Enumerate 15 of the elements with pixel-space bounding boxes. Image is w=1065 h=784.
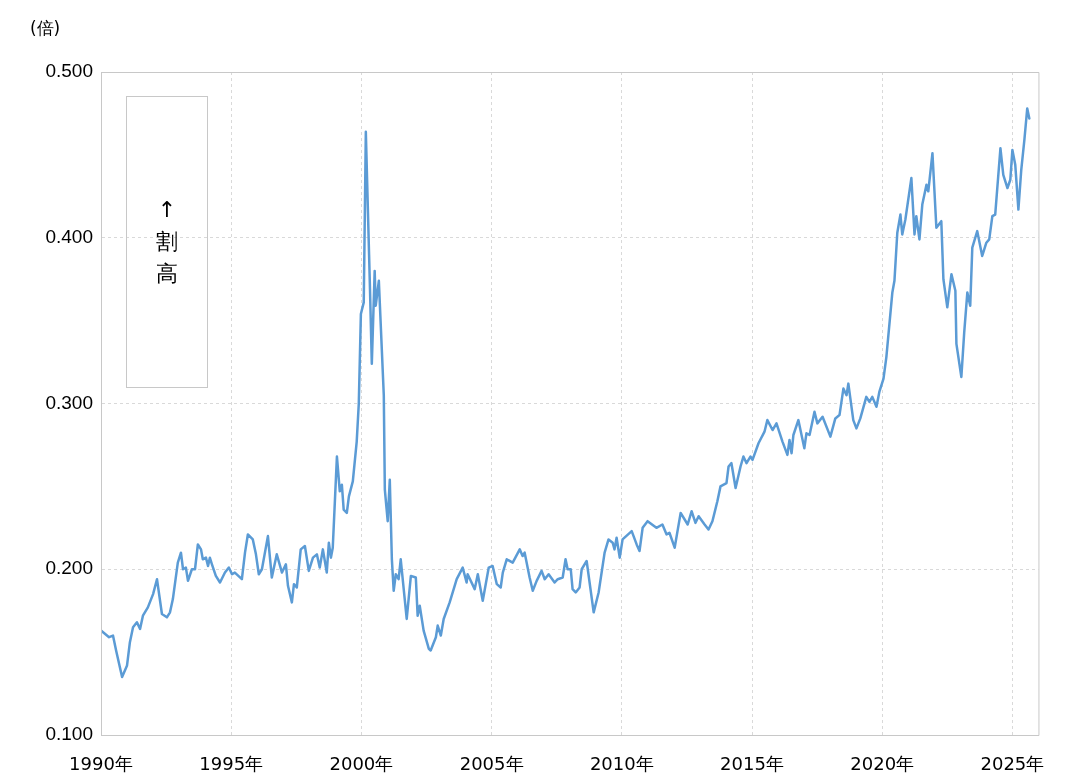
y-tick-label: 0.400 [45,225,93,247]
x-tick-label: 2010年 [589,753,654,775]
x-tick-label: 2005年 [459,753,524,775]
annotation: ↑割高 [156,196,178,288]
y-axis-title: (倍) [29,18,61,39]
y-tick-label: 0.200 [45,557,93,579]
x-tick-label: 2020年 [850,753,915,775]
y-tick-label: 0.300 [45,391,93,413]
y-tick-label: 0.100 [45,723,93,745]
x-tick-label: 1990年 [69,753,133,775]
x-tick-label: 1995年 [199,753,264,775]
x-tick-label: 2025年 [980,753,1045,775]
y-tick-label: 0.500 [45,60,93,82]
x-tick-label: 2015年 [720,753,784,775]
x-tick-label: 2000年 [329,753,394,775]
